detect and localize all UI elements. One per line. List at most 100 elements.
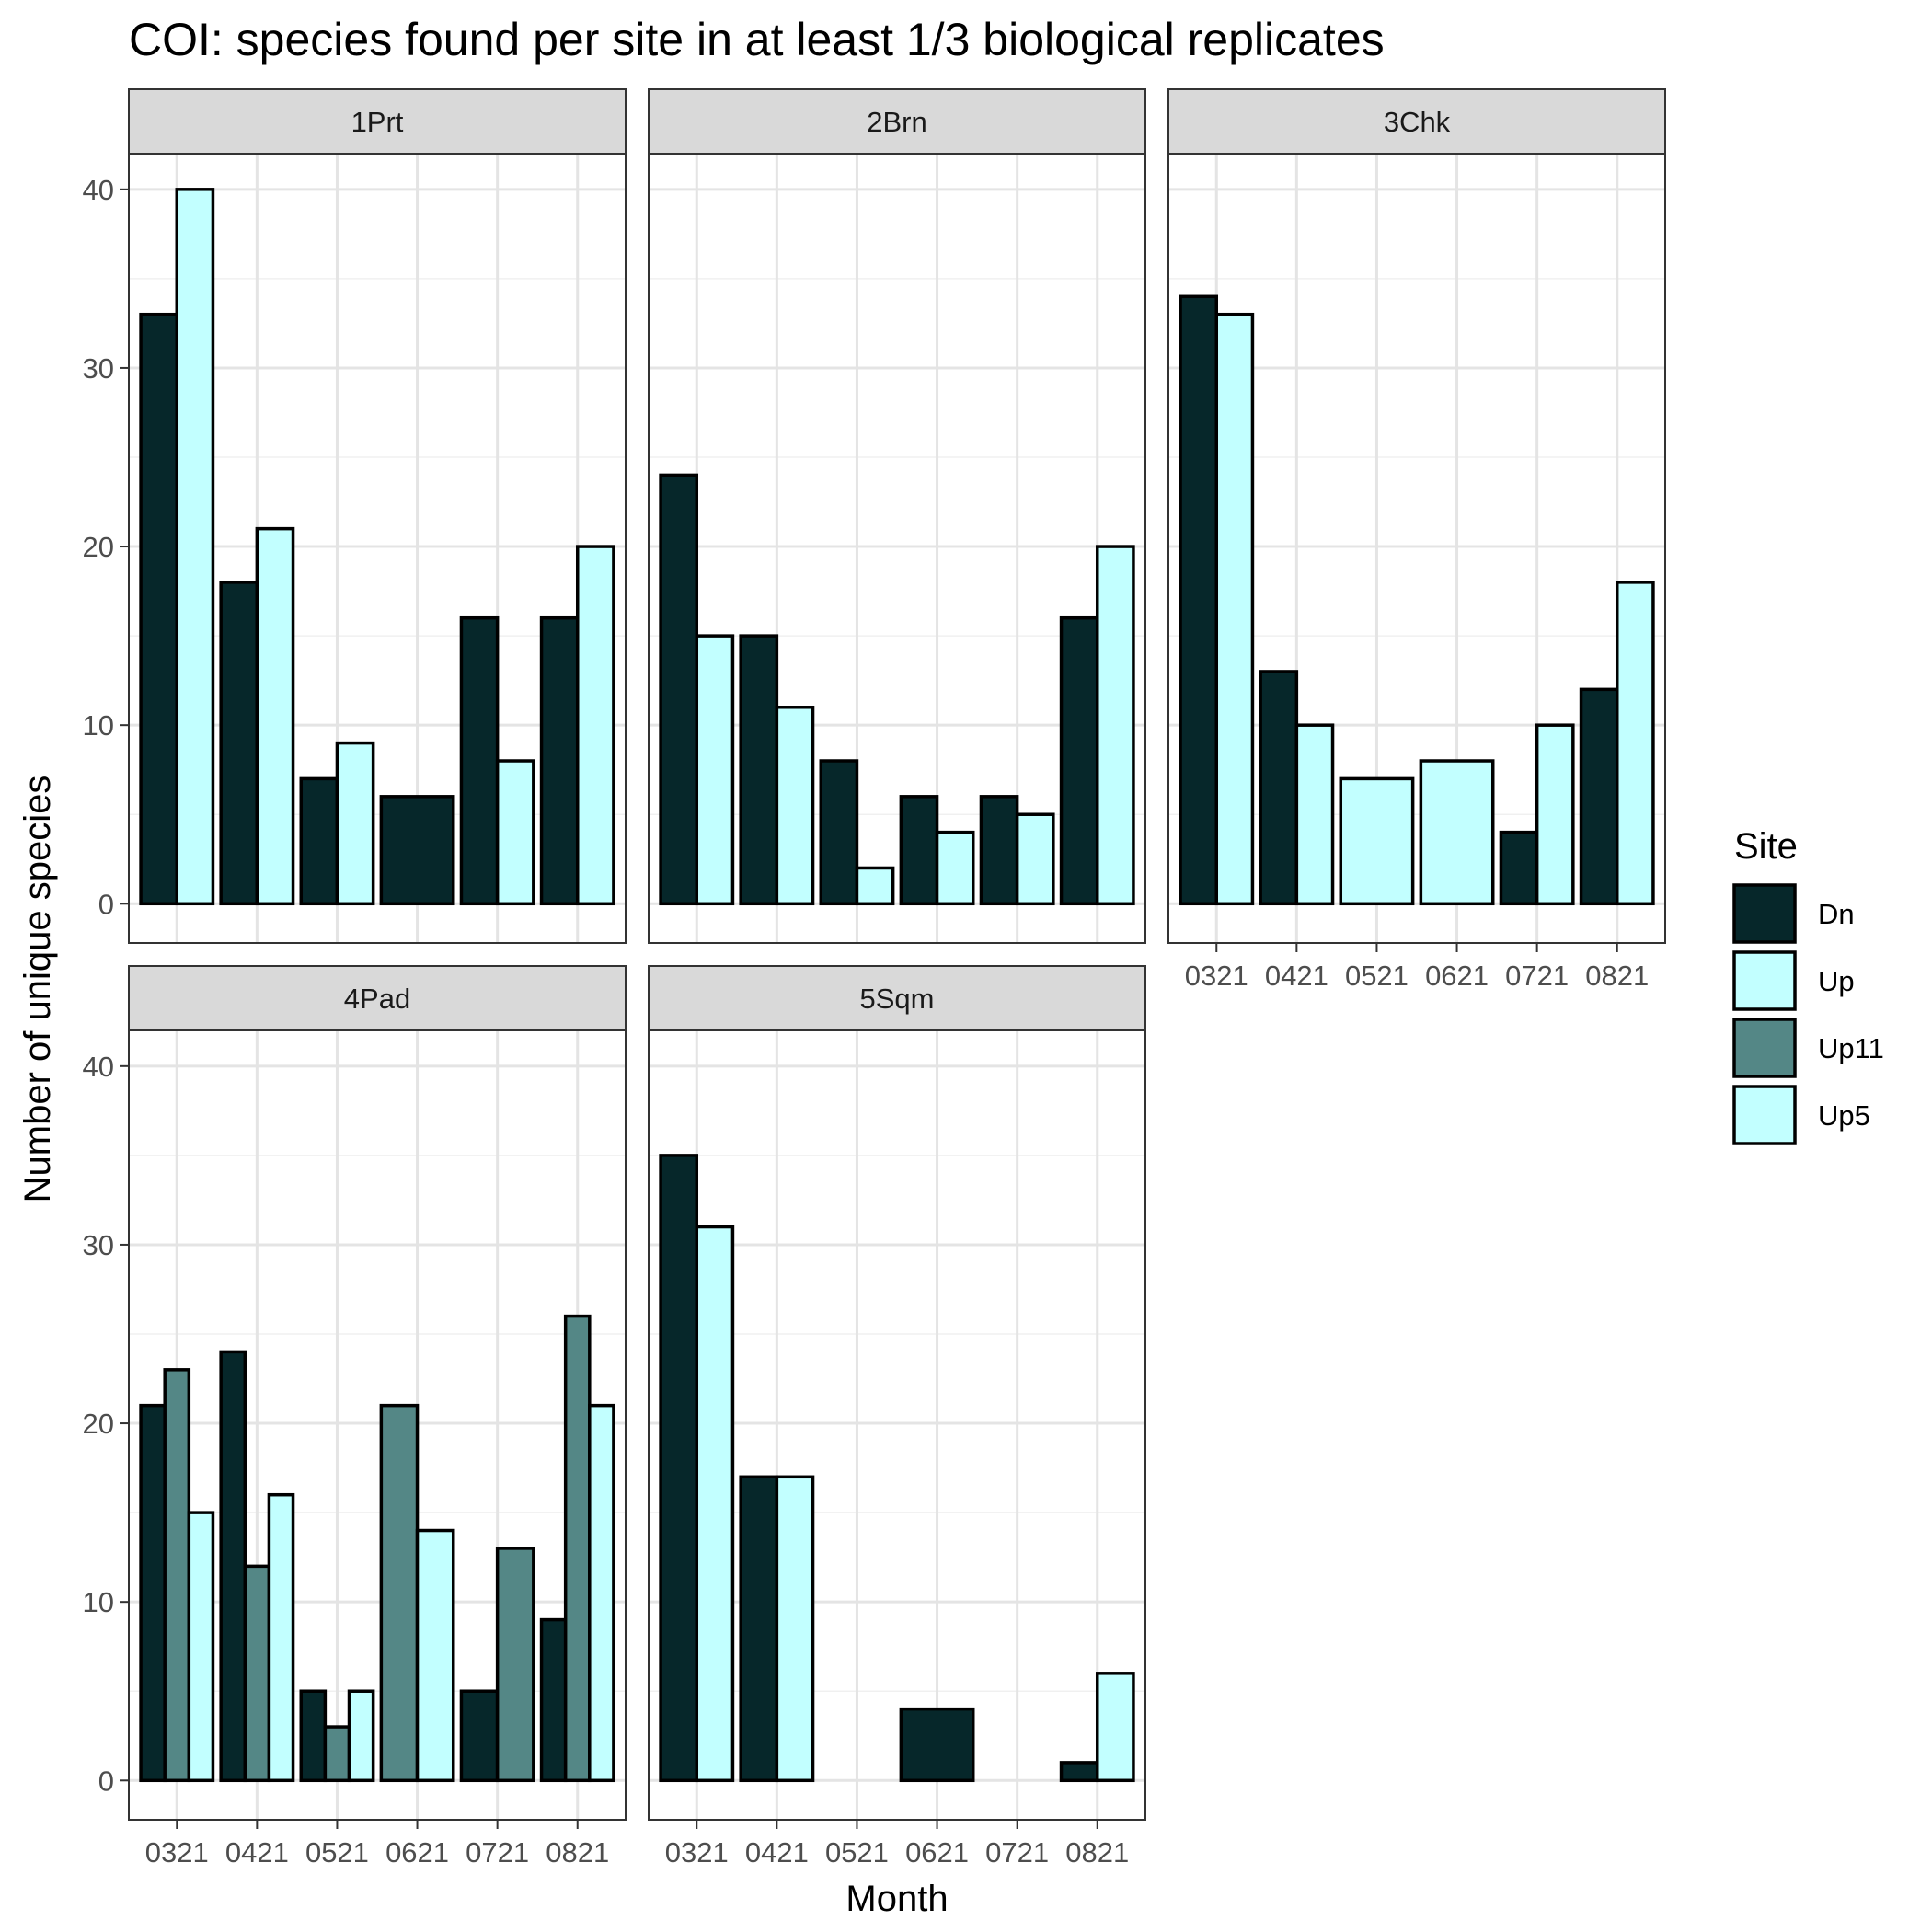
bar-3Chk-0821-Dn	[1579, 687, 1619, 906]
x-tick-label: 0321	[665, 1836, 729, 1869]
x-tick-label: 0321	[145, 1836, 209, 1869]
legend-label: Up	[1818, 965, 1855, 997]
bar-3Chk-0721-Up	[1535, 723, 1575, 906]
bar-4Pad-0421-Dn	[219, 1350, 247, 1783]
bar-4Pad-0321-Up11	[163, 1368, 191, 1783]
bar-4Pad-0821-Up11	[563, 1314, 592, 1783]
bar-1Prt-0321-Dn	[139, 312, 179, 906]
bar-1Prt-0421-Dn	[219, 581, 259, 906]
y-tick-label: 30	[83, 1229, 114, 1261]
strip-label: 4Pad	[344, 983, 410, 1015]
panels-layer: 1Prt 0 10 20 30 40 2Brn 3Chk 0321 0421 0521 0621 072…	[83, 88, 1666, 1869]
y-tick-label: 0	[98, 888, 114, 920]
panel-4Pad: 4Pad 0 10 20 30 40 0321 0421 0521 0621 0721 0821	[83, 965, 627, 1869]
y-tick-label: 20	[83, 1408, 114, 1440]
bar-3Chk-0521-Up	[1339, 776, 1415, 906]
x-tick-label: 0621	[385, 1836, 449, 1869]
panel-3Chk: 3Chk 0321 0421 0521 0621 0721 0821	[1167, 88, 1666, 992]
x-tick-label: 0521	[305, 1836, 369, 1869]
legend-label: Dn	[1818, 898, 1855, 930]
bar-1Prt-0421-Up	[255, 526, 295, 906]
strip-5Sqm	[648, 965, 1146, 1031]
legend-label: Up11	[1818, 1032, 1884, 1064]
bar-3Chk-0821-Up	[1615, 581, 1655, 906]
legend-item-Up: Up	[1732, 950, 1855, 1011]
bar-2Brn-0521-Dn	[819, 759, 859, 906]
x-tick-label: 0821	[1065, 1836, 1129, 1869]
bar-4Pad-0321-Up5	[187, 1511, 215, 1783]
legend-key-Up5	[1732, 1085, 1797, 1145]
strip-label: 3Chk	[1384, 106, 1451, 138]
x-tick-label: 0621	[905, 1836, 969, 1869]
bar-3Chk-0721-Dn	[1499, 830, 1539, 906]
x-axis-title: Month	[845, 1879, 948, 1919]
x-tick-label: 0821	[546, 1836, 609, 1869]
y-tick-label: 10	[83, 1586, 114, 1618]
x-tick-label: 0421	[1265, 960, 1328, 992]
bar-4Pad-0721-Dn	[459, 1689, 500, 1783]
bar-2Brn-0621-Dn	[899, 795, 939, 906]
bar-5Sqm-0821-Up	[1095, 1672, 1135, 1783]
panel-2Brn: 2Brn	[648, 88, 1146, 944]
y-axis-title: Number of unique species	[17, 776, 58, 1203]
strip-label: 2Brn	[867, 106, 926, 138]
x-tick-label: 0721	[1505, 960, 1569, 992]
bar-5Sqm-0821-Dn	[1059, 1761, 1099, 1783]
legend-item-Dn: Dn	[1732, 883, 1855, 944]
bar-4Pad-0521-Up5	[347, 1689, 375, 1783]
bar-3Chk-0421-Up	[1294, 723, 1335, 906]
bar-1Prt-0721-Dn	[459, 615, 500, 906]
strip-label: 5Sqm	[860, 983, 935, 1015]
bar-4Pad-0521-Up11	[323, 1725, 351, 1783]
bar-2Brn-0721-Up	[1015, 812, 1055, 906]
x-tick-label: 0421	[745, 1836, 809, 1869]
bar-3Chk-0621-Up	[1419, 759, 1495, 906]
bar-4Pad-0421-Up11	[243, 1564, 271, 1783]
strip-1Prt	[128, 88, 627, 155]
bar-4Pad-0621-Up5	[415, 1528, 455, 1783]
bar-1Prt-0521-Up	[335, 741, 375, 906]
y-tick-label: 10	[83, 709, 114, 742]
bar-5Sqm-0421-Up	[775, 1475, 815, 1783]
strip-3Chk	[1167, 88, 1666, 155]
x-tick-label: 0521	[1345, 960, 1409, 992]
legend-key-Dn	[1732, 883, 1797, 944]
bar-4Pad-0421-Up5	[267, 1492, 295, 1783]
bar-4Pad-0521-Dn	[299, 1689, 328, 1783]
bar-3Chk-0421-Dn	[1259, 670, 1299, 906]
chart-title: COI: species found per site in at least …	[129, 14, 1385, 65]
bar-2Brn-0721-Dn	[979, 795, 1019, 906]
x-tick-label: 0521	[825, 1836, 889, 1869]
x-tick-label: 0821	[1585, 960, 1649, 992]
bar-1Prt-0521-Dn	[299, 776, 339, 906]
strip-label: 1Prt	[351, 106, 404, 138]
bar-2Brn-0821-Dn	[1059, 615, 1099, 906]
x-tick-label: 0321	[1185, 960, 1248, 992]
bar-1Prt-0821-Up	[575, 545, 615, 906]
strip-4Pad	[128, 965, 627, 1031]
bar-2Brn-0521-Up	[855, 866, 895, 906]
legend-label: Up5	[1818, 1099, 1870, 1132]
bar-1Prt-0321-Up	[175, 188, 215, 906]
legend-item-Up5: Up5	[1732, 1085, 1870, 1145]
x-tick-label: 0721	[985, 1836, 1049, 1869]
y-tick-label: 30	[83, 352, 114, 385]
x-tick-label: 0621	[1425, 960, 1489, 992]
bar-2Brn-0621-Up	[935, 830, 975, 906]
y-tick-label: 40	[83, 1051, 114, 1083]
bar-4Pad-0621-Up11	[379, 1403, 420, 1783]
legend-item-Up11: Up11	[1732, 1018, 1884, 1078]
bar-2Brn-0321-Up	[695, 634, 735, 906]
bar-4Pad-0721-Up11	[495, 1547, 535, 1783]
bar-5Sqm-0621-Dn	[899, 1707, 975, 1783]
y-tick-label: 20	[83, 531, 114, 563]
bar-1Prt-0621-Dn	[379, 795, 455, 906]
bar-2Brn-0421-Up	[775, 706, 815, 906]
panel-1Prt: 1Prt 0 10 20 30 40	[83, 88, 627, 944]
bar-2Brn-0321-Dn	[659, 473, 699, 906]
legend-title: Site	[1734, 826, 1798, 867]
x-tick-label: 0721	[466, 1836, 529, 1869]
y-tick-label: 0	[98, 1765, 114, 1797]
x-tick-label: 0421	[225, 1836, 289, 1869]
